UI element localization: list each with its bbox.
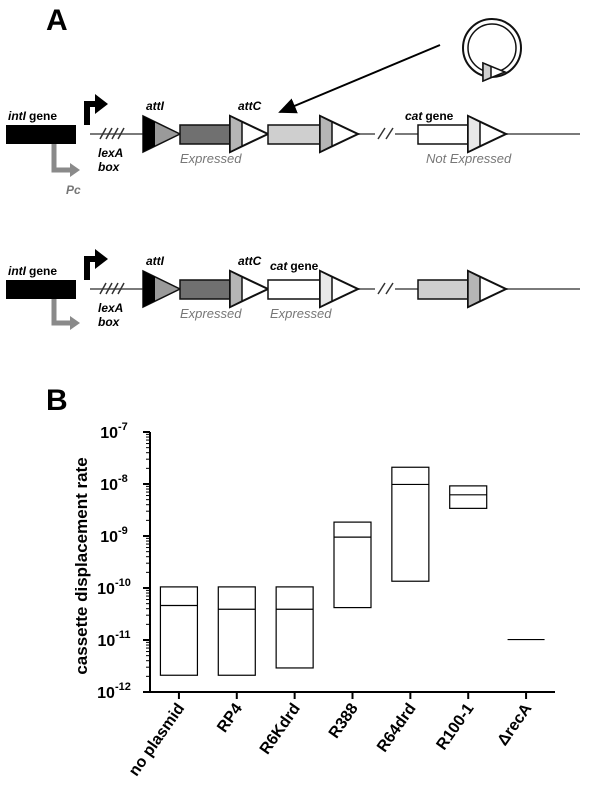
x-category-label: R6Kdrd [257,701,304,758]
lexA-label: lexA [98,146,123,160]
intI-label: intI [8,264,27,278]
box-range [391,466,430,582]
lexA-box-mark [99,282,125,295]
box-range [217,586,256,676]
gene-word: gene [29,264,57,278]
sequence-break-mark [377,282,394,295]
insertion-arrow [278,44,441,114]
attC-label: attC [238,254,262,268]
intI-gene-block [6,125,76,144]
box-label: box [98,160,121,174]
gene-word: gene [290,259,318,273]
y-axis-label: cassette displacement rate [72,457,91,674]
cat-cassette [417,124,469,145]
cassette-1 [179,124,231,145]
box-range [449,485,488,509]
pc-label: Pc [66,183,81,197]
pc-promoter-arrow-icon [51,144,72,173]
box-range [275,586,314,669]
attC-label: attC [238,99,262,113]
sequence-break-mark [377,127,394,140]
box-range [333,521,372,609]
not-expressed-label: Not Expressed [426,151,512,166]
box-range [159,586,199,676]
lexA-label: lexA [98,301,123,315]
box-chart: cassette displacement rate 10-710-810-91… [72,421,555,779]
gene-word: gene [425,109,453,123]
x-category-label: R388 [326,700,362,741]
top-construct: intI gene lexA box Pc attI attC cat gene E… [6,94,580,197]
cassette-2 [267,124,321,145]
cat-label: cat [405,109,423,123]
y-ticks: 10-7 10-8 10-9 10-10 10-11 10-12 [97,421,150,702]
expressed-label: Expressed [180,306,242,321]
expressed-label: Expressed [180,151,242,166]
y-tick-label: 10-10 [97,577,131,598]
bottom-construct: intI gene lexA box attI attC cat gene Expr… [6,249,580,330]
panel-b-label: B [46,384,68,417]
box-label: box [98,315,121,329]
expressed-label: Expressed [270,306,332,321]
circular-cassette-icon [462,18,522,83]
y-tick-label: 10-9 [100,525,128,546]
gene-word: gene [29,109,57,123]
intI-gene-block [6,280,76,299]
attI-label: attI [146,99,165,113]
intI-label: intI [8,109,27,123]
cassette-1 [179,279,231,300]
boxes [159,466,545,676]
x-categories: no plasmid RP4 R6Kdrd R388 R64drd R100-1 ΔrecA [126,692,536,779]
y-tick-label: 10-11 [97,629,130,650]
attI-label: attI [146,254,165,268]
x-category-label: no plasmid [126,701,188,780]
lexA-box-mark [99,127,125,140]
cat-cassette [267,279,321,300]
y-tick-label: 10-7 [100,421,128,442]
x-category-label: R100-1 [433,700,477,753]
panel-a-label: A [46,4,68,37]
intI-promoter-arrow-icon [76,94,108,125]
y-tick-label: 10-12 [97,681,131,702]
cassette-2 [417,279,469,300]
cat-label: cat [270,259,288,273]
x-category-label: RP4 [214,700,246,735]
x-category-label: R64drd [374,701,420,756]
x-category-label: ΔrecA [494,700,535,749]
y-tick-label: 10-8 [100,473,128,494]
pc-promoter-arrow-icon [51,299,72,326]
intI-promoter-arrow-icon [76,249,108,280]
